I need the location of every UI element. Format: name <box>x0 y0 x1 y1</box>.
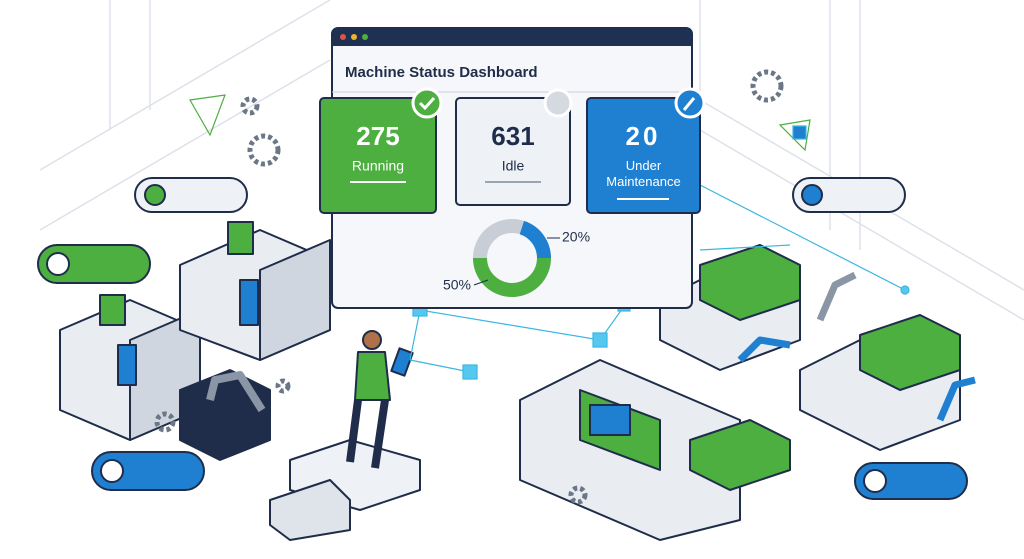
illustration-rect <box>792 177 906 213</box>
illustration-circle <box>863 469 887 493</box>
illustration-rect <box>592 332 608 348</box>
illustration-path <box>259 239 331 361</box>
illustration-circle <box>100 459 124 483</box>
illustration-rect <box>390 347 414 377</box>
illustration-path <box>689 419 791 491</box>
donut-label: 50% <box>443 277 471 293</box>
illustration-path <box>269 479 351 541</box>
donut-label: 20% <box>562 229 590 245</box>
illustration-circle <box>275 378 291 394</box>
illustration-circle <box>247 133 281 167</box>
illustration-circle <box>154 411 176 433</box>
illustration-rect <box>117 344 137 386</box>
illustration-rect <box>462 364 478 380</box>
card-label: Under Maintenance <box>606 158 681 189</box>
card-label-box: Under Maintenance <box>606 158 681 189</box>
card-running <box>319 97 437 214</box>
donut-segment <box>473 257 551 297</box>
window-dot <box>362 34 368 40</box>
illustration-circle <box>240 96 260 116</box>
machines-right <box>519 244 976 541</box>
illustration-circle <box>144 184 166 206</box>
illustration-path <box>346 399 389 469</box>
status-pills <box>37 177 968 500</box>
card-value: 275 <box>356 121 399 151</box>
illustration-circle <box>362 330 382 350</box>
illustration-rect <box>91 451 205 491</box>
illustration-path <box>354 351 391 401</box>
gears <box>154 69 784 505</box>
window-dot <box>340 34 346 40</box>
illustration-rect <box>99 294 126 326</box>
illustration-rect <box>589 404 631 436</box>
illustration-path <box>206 371 266 413</box>
illustration-circle <box>568 485 588 505</box>
window-dot <box>351 34 357 40</box>
leader <box>473 279 489 286</box>
card-value: 631 <box>491 121 534 151</box>
dashboard-title: Machine Status Dashboard <box>345 64 538 81</box>
wrench-icon <box>682 97 696 111</box>
illustration-rect <box>239 279 259 326</box>
donut-segment <box>519 220 551 259</box>
dashboard-window: Machine Status Dashboard 275 Running 631… <box>319 27 706 309</box>
card-maintenance <box>586 97 701 214</box>
illustration-path <box>409 184 906 373</box>
donut-chart <box>473 220 551 297</box>
title-bar <box>332 28 692 46</box>
illustration-path <box>936 376 976 422</box>
machines-left <box>59 221 331 461</box>
illustration-rect <box>854 462 968 500</box>
card-idle <box>455 97 571 206</box>
check-icon <box>418 96 436 111</box>
illustration-rect <box>134 177 248 213</box>
illustration-rect <box>37 244 151 284</box>
operator <box>269 330 421 541</box>
illustration-rect <box>227 221 254 255</box>
illustration-circle <box>900 285 910 295</box>
illustration-circle <box>46 252 70 276</box>
check-badge <box>411 87 443 119</box>
illustration-path <box>859 314 961 391</box>
illustration-rect <box>792 125 807 140</box>
card-value: 20 <box>626 121 661 151</box>
illustration-path <box>737 336 791 363</box>
illustration-path <box>699 244 801 321</box>
card-label: Idle <box>502 158 525 174</box>
illustration-circle <box>750 69 784 103</box>
idle-badge <box>543 88 573 118</box>
illustration-path <box>816 271 857 322</box>
illustration-circle <box>801 184 823 206</box>
card-label: Running <box>352 158 404 174</box>
